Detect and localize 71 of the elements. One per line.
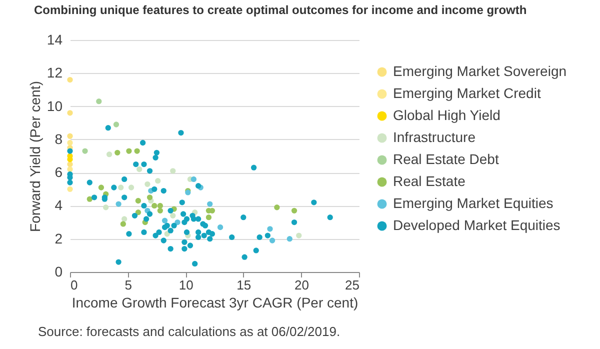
- point: [96, 98, 102, 104]
- point: [103, 204, 109, 210]
- point: [134, 148, 140, 154]
- point: [135, 198, 142, 204]
- point: [126, 148, 132, 154]
- point: [98, 184, 104, 190]
- point: [67, 76, 73, 83]
- point: [190, 176, 197, 182]
- point: [67, 133, 73, 139]
- point: [291, 208, 298, 214]
- point: [274, 204, 280, 210]
- point: [206, 214, 212, 220]
- y-tick-label: 10: [46, 98, 63, 114]
- point: [170, 212, 176, 218]
- point: [113, 122, 120, 128]
- legend-label: Emerging Market Sovereign: [393, 63, 567, 79]
- y-axis-title: Forward Yield (Per cent): [26, 81, 43, 232]
- point: [155, 178, 161, 184]
- y-tick-label: 8: [54, 130, 63, 147]
- y-tick-label: 2: [54, 230, 63, 246]
- point: [82, 148, 88, 154]
- point: [296, 232, 302, 238]
- point: [157, 202, 163, 209]
- point: [286, 236, 292, 242]
- point: [128, 184, 134, 190]
- legend-label: Emerging Market Equities: [393, 195, 554, 211]
- y-tick-label: 4: [54, 197, 63, 214]
- point: [170, 168, 176, 174]
- legend-label: Infrastructure: [393, 129, 476, 145]
- legend-label: Emerging Market Credit: [393, 85, 541, 101]
- y-tick-label: 12: [46, 64, 63, 81]
- point: [118, 184, 124, 190]
- point: [67, 166, 73, 172]
- point: [207, 201, 213, 207]
- legend-label: Developed Market Equities: [393, 217, 560, 233]
- x-tick-label: 20: [294, 278, 309, 292]
- point: [174, 219, 180, 226]
- point: [114, 150, 120, 156]
- y-tick-label: 14: [46, 32, 63, 48]
- legend-label: Global High Yield: [393, 107, 500, 123]
- x-tick-label: 25: [345, 278, 360, 292]
- point: [267, 226, 273, 232]
- point: [120, 221, 126, 227]
- point: [146, 194, 153, 200]
- x-axis-title: Income Growth Forecast 3yr CAGR (Per cent): [72, 294, 358, 310]
- point: [164, 231, 170, 237]
- point: [86, 196, 92, 202]
- point: [217, 224, 224, 230]
- x-tick-label: 10: [178, 278, 194, 292]
- y-tick-label: 6: [54, 164, 63, 180]
- point: [67, 140, 73, 146]
- source-note: Source: forecasts and calculations as at 06/02/2019.: [38, 324, 340, 339]
- legend-label: Real Estate: [393, 173, 466, 189]
- point: [135, 210, 142, 216]
- point: [269, 238, 276, 244]
- x-tick-label: 15: [236, 278, 252, 292]
- point: [157, 208, 163, 214]
- y-tick-label: 0: [54, 264, 63, 280]
- point: [106, 152, 112, 158]
- x-tick-label: 5: [124, 278, 132, 292]
- x-tick-label: 0: [70, 278, 78, 292]
- point: [136, 166, 142, 172]
- point: [67, 186, 73, 192]
- point: [116, 201, 122, 207]
- legend-label: Real Estate Debt: [393, 151, 499, 167]
- point: [67, 110, 73, 116]
- point: [162, 218, 168, 224]
- chart-title: Combining unique features to create optimal outcomes for income and income growth: [34, 3, 527, 17]
- point: [122, 216, 128, 222]
- point: [144, 181, 150, 187]
- point: [152, 202, 158, 209]
